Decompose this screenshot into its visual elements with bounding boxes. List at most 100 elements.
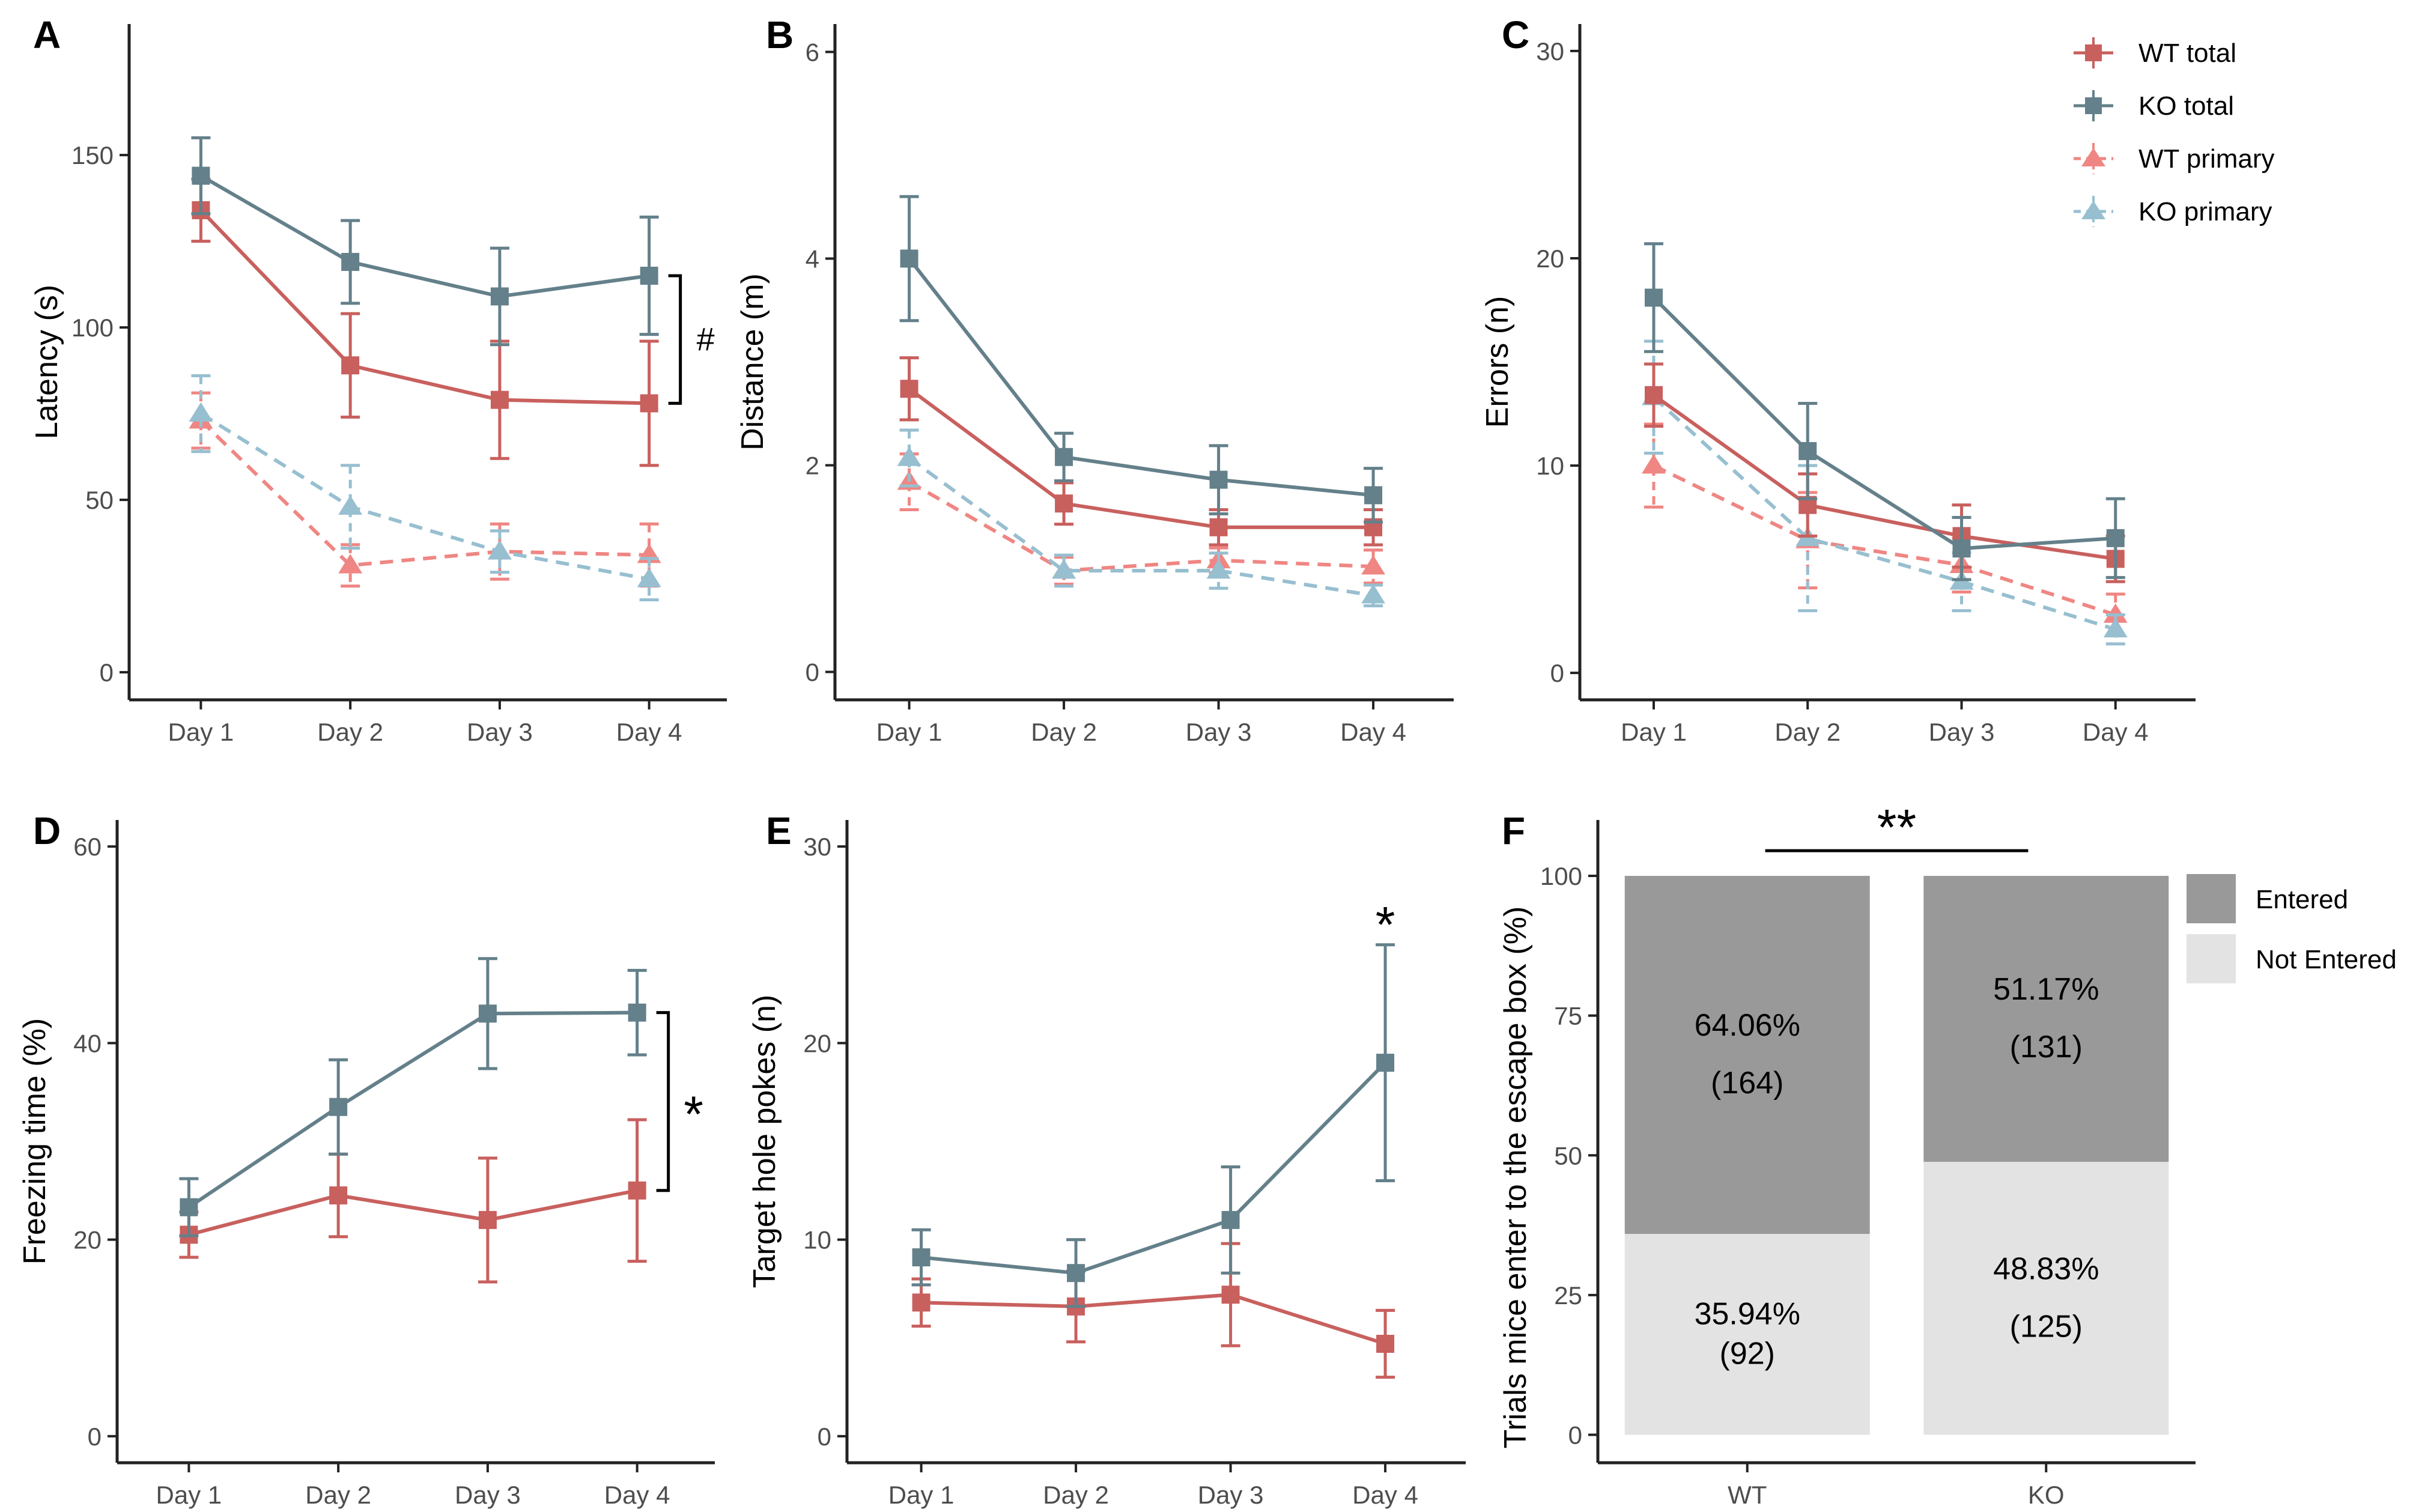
y-axis-label: Latency (s) xyxy=(29,285,64,439)
data-point-square xyxy=(1055,494,1073,513)
series-wt_total xyxy=(1644,362,2125,583)
data-point-square xyxy=(329,1098,348,1116)
y-tick-label: 60 xyxy=(73,833,102,861)
data-point-triangle xyxy=(487,540,512,560)
series-line xyxy=(921,1061,1387,1275)
x-tick-label: Day 1 xyxy=(888,1481,955,1509)
error-bar xyxy=(490,522,509,581)
x-tick-label: Day 2 xyxy=(1774,718,1841,746)
legend-item-ko_total: KO total xyxy=(2074,90,2234,121)
series-wt_total xyxy=(899,356,1383,547)
series-line xyxy=(908,257,1374,497)
series-wt_total xyxy=(179,1118,647,1284)
significance-bracket xyxy=(668,274,682,405)
panel-b: B 0 2 4 6 Distance (m) Day 1 Day 2 Day 3 Day 4 xyxy=(735,13,1454,746)
data-point-triangle xyxy=(1361,584,1386,604)
legend-item-ko_primary: KO primary xyxy=(2074,196,2272,227)
data-point-square xyxy=(912,1293,930,1312)
series-line xyxy=(188,1188,638,1237)
y-tick-label: 2 xyxy=(806,452,819,480)
series-ko_total xyxy=(899,195,1383,524)
data-point-square xyxy=(1209,518,1228,536)
y-tick-label: 20 xyxy=(1536,244,1564,273)
data-point-square xyxy=(900,249,918,268)
data-point-square xyxy=(1364,486,1383,505)
panel-letter: C xyxy=(1502,13,1529,56)
y-tick-label: 30 xyxy=(803,833,831,861)
bar-stack-ko: 48.83% (125) 51.17% (131) xyxy=(1923,876,2169,1435)
x-tick-label: Day 4 xyxy=(616,718,682,746)
series-line xyxy=(1653,464,2116,617)
legend-lines: WT total KO total WT primary KO primary xyxy=(2074,37,2275,227)
x-tick-label: Day 3 xyxy=(1929,718,1995,746)
series-wt_primary xyxy=(189,391,661,588)
data-point-square xyxy=(1952,539,1971,558)
series-line xyxy=(908,480,1374,573)
series-ko_total xyxy=(1644,242,2125,581)
y-tick-label: 0 xyxy=(806,658,819,687)
bar-segment-entered xyxy=(1624,876,1870,1234)
legend-label: KO total xyxy=(2138,91,2234,121)
data-point-square xyxy=(1798,442,1817,460)
y-tick-label: 4 xyxy=(806,244,819,273)
error-bar xyxy=(191,374,211,454)
legend-item-entered: Entered xyxy=(2187,874,2348,923)
data-point-square xyxy=(1221,1210,1240,1229)
data-point-square xyxy=(628,1181,646,1200)
data-point-square xyxy=(329,1186,348,1204)
legend-bars: Entered Not Entered xyxy=(2187,874,2397,983)
y-tick-label: 100 xyxy=(71,314,114,342)
x-tick-label: Day 2 xyxy=(317,718,383,746)
series-ko_total xyxy=(179,957,647,1237)
series-line xyxy=(908,387,1374,529)
legend-marker-triangle xyxy=(2081,201,2105,219)
x-tick-label: Day 4 xyxy=(1340,718,1406,746)
y-tick-label: 10 xyxy=(1536,452,1564,480)
y-tick-label: 150 xyxy=(71,141,114,169)
data-point-triangle xyxy=(189,402,213,422)
significance-marker: # xyxy=(697,321,715,357)
data-point-triangle xyxy=(338,495,363,515)
y-tick-label: 75 xyxy=(1554,1002,1582,1030)
series-ko_total xyxy=(911,943,1395,1308)
data-point-triangle xyxy=(1361,555,1386,575)
series-line xyxy=(921,1293,1386,1346)
x-tick-label: Day 1 xyxy=(1621,718,1687,746)
y-tick-label: 100 xyxy=(1540,862,1582,890)
data-point-square xyxy=(1055,448,1073,466)
series-line xyxy=(199,412,650,581)
significance-bracket xyxy=(656,1011,670,1192)
data-point-square xyxy=(1067,1264,1085,1283)
data-point-square xyxy=(1645,386,1663,404)
error-bar xyxy=(899,428,919,488)
y-tick-label: 0 xyxy=(100,658,114,687)
series-ko_total xyxy=(191,136,659,347)
series-ko_primary xyxy=(897,428,1386,607)
y-axis-label: Trials mice enter to the escape box (%) xyxy=(1498,906,1533,1449)
bar-label-count: (92) xyxy=(1720,1336,1775,1371)
data-point-square xyxy=(912,1248,930,1267)
bar-label-count: (131) xyxy=(2010,1030,2083,1064)
y-tick-label: 30 xyxy=(1536,37,1564,65)
y-tick-label: 50 xyxy=(85,486,114,514)
x-tick-label: Day 2 xyxy=(1043,1481,1109,1509)
data-point-square xyxy=(490,390,509,409)
data-point-square xyxy=(1209,470,1228,489)
panel-letter: B xyxy=(766,13,794,56)
data-point-square xyxy=(180,1198,198,1216)
data-point-triangle xyxy=(2103,618,2128,637)
bar-label-percent: 35.94% xyxy=(1695,1296,1800,1331)
series-wt_primary xyxy=(897,452,1386,586)
legend-label: WT primary xyxy=(2138,144,2275,174)
data-point-triangle xyxy=(1206,559,1231,579)
x-tick-label: Day 4 xyxy=(604,1481,670,1509)
series-line xyxy=(199,419,649,568)
panel-a: A 0 50 100 150 Latency (s) Day 1 Day 2 Day 3 Day … xyxy=(29,13,727,746)
y-tick-label: 40 xyxy=(73,1029,102,1057)
bar-label-count: (164) xyxy=(1711,1066,1783,1101)
significance-marker: ** xyxy=(1877,799,1916,855)
data-point-square xyxy=(900,380,918,398)
series-wt_primary xyxy=(1642,422,2128,637)
bar-segment-not_entered xyxy=(1624,1234,1870,1435)
